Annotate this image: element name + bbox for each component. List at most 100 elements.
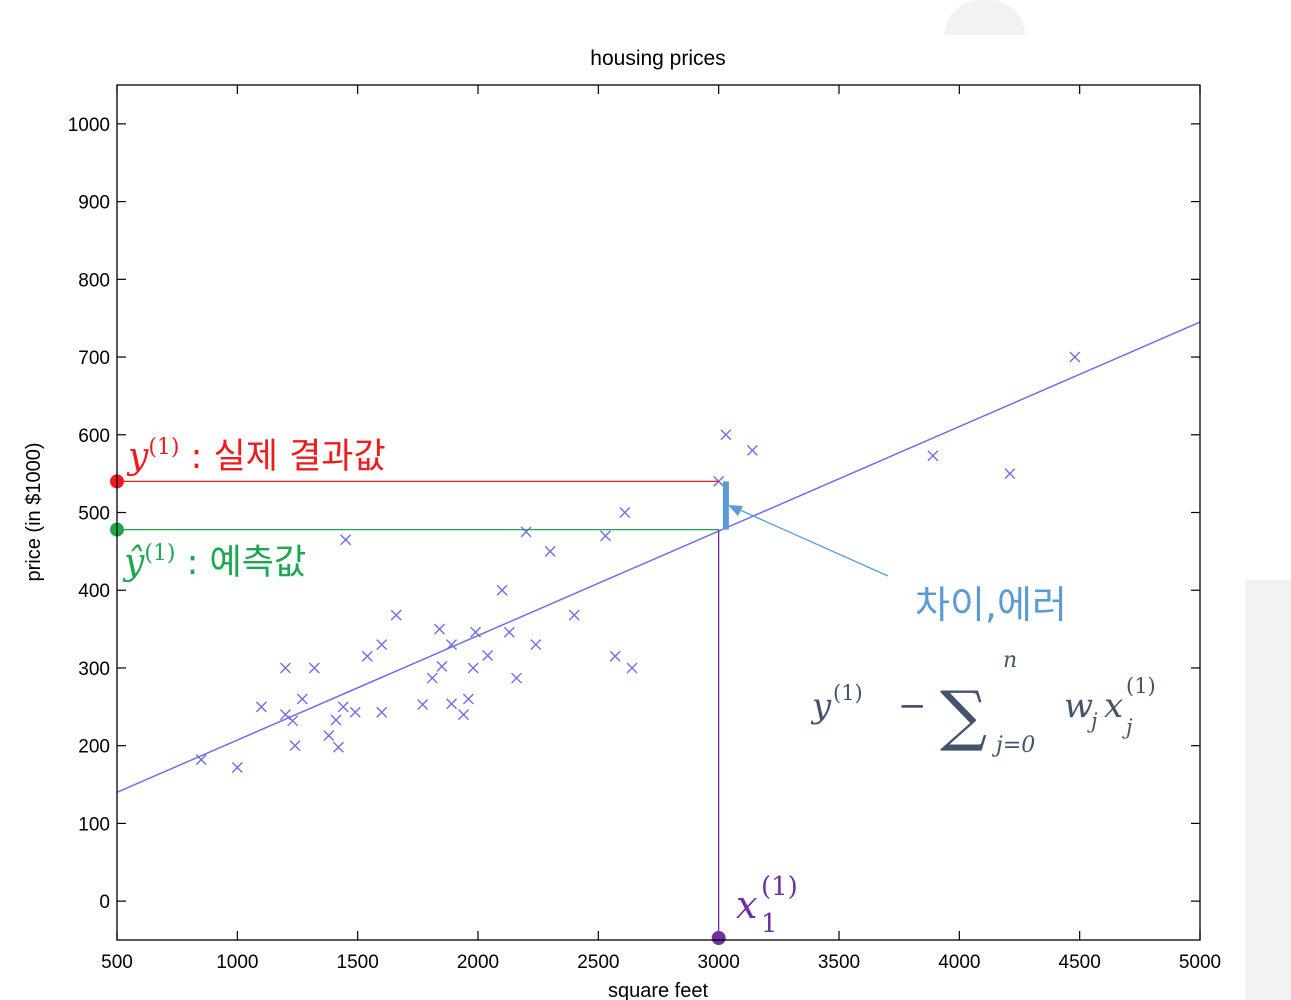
data-point <box>308 662 320 674</box>
predicted-text: : 예측값 <box>176 543 307 583</box>
data-point <box>287 715 299 727</box>
data-point <box>231 761 243 773</box>
actual-superscript: (1) <box>148 435 179 460</box>
data-point <box>433 623 445 635</box>
data-point <box>279 662 291 674</box>
data-point <box>720 429 732 441</box>
formula-y: y <box>810 686 832 726</box>
x-tick-label: 1000 <box>216 952 258 973</box>
formula-x-subscript: j <box>1122 715 1133 739</box>
y-tick-label: 400 <box>78 581 110 602</box>
data-point <box>482 650 494 662</box>
actual-symbol: y <box>126 436 149 477</box>
data-point <box>332 741 344 753</box>
data-point <box>376 639 388 651</box>
data-point <box>349 706 361 718</box>
error-pointer-arrowhead <box>728 505 743 516</box>
x-tick-label: 4000 <box>938 952 980 973</box>
data-point <box>544 545 556 557</box>
data-point <box>426 672 438 684</box>
x-tick-label: 1500 <box>337 952 379 973</box>
data-point <box>503 626 515 638</box>
y-tick-label: 0 <box>99 892 110 913</box>
error-pointer-arrow <box>739 509 889 577</box>
x-tick-label: 5000 <box>1179 952 1221 973</box>
y-axis-label: price (in $1000) <box>23 443 45 582</box>
data-point <box>470 626 482 638</box>
x-tick-label: 2000 <box>457 952 499 973</box>
data-point <box>713 475 725 487</box>
data-point <box>376 706 388 718</box>
data-point <box>568 609 580 621</box>
x-tick-label: 2500 <box>577 952 619 973</box>
data-point <box>626 662 638 674</box>
data-point <box>417 698 429 710</box>
data-point <box>390 609 402 621</box>
data-point <box>255 701 267 713</box>
data-point <box>337 701 349 713</box>
formula-y-superscript: (1) <box>833 681 863 705</box>
y-tick-label: 300 <box>78 659 110 680</box>
x-tick-label: 500 <box>101 952 133 973</box>
plot-frame <box>116 84 1201 941</box>
predicted-symbol: ŷ <box>122 542 145 583</box>
formula-x: x <box>1104 686 1123 726</box>
data-point <box>436 660 448 672</box>
data-point <box>520 526 532 538</box>
formula-sum-lower: j=0 <box>991 733 1035 758</box>
data-point <box>1069 351 1081 363</box>
formula-minus: − <box>898 686 927 726</box>
data-point <box>609 650 621 662</box>
feature-dot <box>711 931 726 945</box>
chart-title: housing prices <box>590 47 725 70</box>
y-tick-label: 600 <box>78 426 110 447</box>
data-point <box>330 714 342 726</box>
regression-line <box>117 321 1200 794</box>
data-point <box>1004 468 1016 480</box>
data-point <box>446 698 458 710</box>
data-point <box>323 730 335 742</box>
formula-w: w <box>1064 686 1093 726</box>
feature-symbol: x <box>736 883 757 927</box>
y-tick-label: 200 <box>78 737 110 758</box>
actual-text: : 실제 결과값 <box>180 437 386 477</box>
data-point <box>496 584 508 596</box>
data-point <box>296 693 308 705</box>
data-point <box>289 740 301 752</box>
predicted-superscript: (1) <box>144 541 175 566</box>
formula-sum-upper: n <box>1003 648 1017 673</box>
data-point <box>467 662 479 674</box>
y-tick-label: 500 <box>78 504 110 525</box>
feature-superscript: (1) <box>761 872 798 902</box>
formula-w-subscript: j <box>1087 709 1098 733</box>
data-point <box>340 534 352 546</box>
feature-label: x <box>736 883 757 927</box>
x-axis-label: square feet <box>608 980 709 1000</box>
data-point <box>600 530 612 542</box>
x-tick-label: 3500 <box>818 952 860 973</box>
y-tick-label: 700 <box>78 348 110 369</box>
data-point <box>279 709 291 721</box>
data-point <box>446 639 458 651</box>
formula-x-superscript: (1) <box>1126 674 1156 698</box>
data-point <box>530 639 542 651</box>
x-tick-label: 4500 <box>1059 952 1101 973</box>
data-point <box>746 444 758 456</box>
data-point <box>619 507 631 518</box>
data-point <box>361 650 373 662</box>
y-tick-label: 800 <box>78 270 110 291</box>
error-formula: y (1) − ∑ n j=0 w j x j (1) <box>810 648 1156 758</box>
data-point <box>195 754 207 766</box>
feature-subscript: 1 <box>761 909 778 939</box>
data-point <box>458 709 470 721</box>
actual-value-label: y(1) : 실제 결과값 <box>126 435 386 477</box>
y-tick-label: 1000 <box>68 115 110 136</box>
data-point <box>511 672 523 684</box>
data-point <box>927 450 939 462</box>
error-label: 차이,에러 <box>915 583 1067 627</box>
predicted-value-label: ŷ(1) : 예측값 <box>122 541 306 583</box>
background-decoration-right <box>1245 580 1291 1000</box>
y-tick-label: 900 <box>78 193 110 214</box>
y-tick-label: 100 <box>78 814 110 835</box>
